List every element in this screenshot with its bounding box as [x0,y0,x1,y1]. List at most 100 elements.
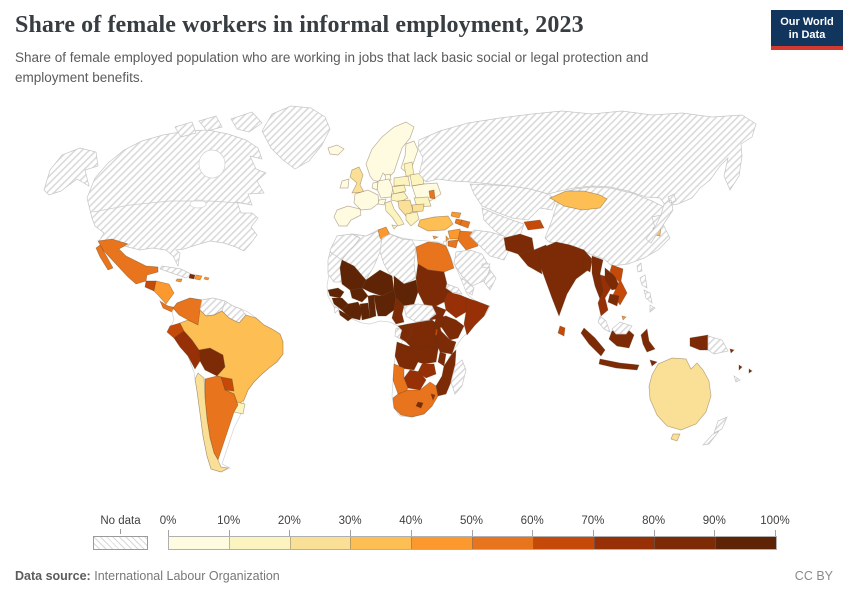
country-angola[interactable] [394,341,421,371]
country-moldova[interactable] [428,189,436,200]
country-greece[interactable] [405,211,420,227]
country-ghana[interactable] [359,302,371,321]
country-senegal[interactable] [327,287,345,299]
country-dominican-republic[interactable] [194,274,203,281]
data-source-value[interactable]: International Labour Organization [94,569,280,583]
country-austria-hungary[interactable] [390,191,409,203]
country-japan[interactable] [645,193,677,244]
license-badge[interactable]: CC BY [794,569,833,583]
country-eritrea[interactable] [445,283,463,295]
country-mexico[interactable] [97,238,159,285]
country-iceland[interactable] [327,144,345,156]
country-chile[interactable] [194,372,230,473]
legend-bin-swatch[interactable] [532,537,594,549]
country-malaysia-borneo[interactable] [611,321,633,335]
country-jamaica[interactable] [175,278,183,283]
country-togo-benin[interactable] [367,294,377,319]
country-indonesia-sulawesi[interactable] [640,328,656,353]
country-lesotho[interactable] [415,401,424,409]
country-tasmania[interactable] [670,433,681,442]
country-arctic-island[interactable] [198,115,223,132]
country-zimbabwe[interactable] [417,363,437,379]
country-cameroon[interactable] [391,297,405,325]
country-georgia[interactable] [450,211,462,219]
country-timor-leste[interactable] [649,359,658,367]
country-cuba[interactable] [159,265,192,279]
country-madagascar[interactable] [450,359,467,395]
country-vanuatu[interactable] [738,364,743,371]
country-brazil[interactable] [179,309,284,406]
legend-bin-swatch[interactable] [169,537,229,549]
country-liberia[interactable] [338,309,353,322]
legend-bin-swatch[interactable] [471,537,533,549]
country-malaysia[interactable] [597,315,611,333]
country-brunei[interactable] [621,315,627,321]
country-honduras-nicaragua[interactable] [153,280,175,305]
country-russia[interactable] [417,110,757,207]
country-sicily[interactable] [391,224,398,230]
country-turkey[interactable] [417,215,454,232]
country-jordan[interactable] [447,239,459,249]
country-kenya[interactable] [441,315,465,341]
country-indonesia-sumatra[interactable] [580,327,606,357]
country-baltics[interactable] [403,161,415,177]
legend-bin-swatch[interactable] [289,537,351,549]
country-bangladesh[interactable] [582,258,593,273]
legend-bin-swatch[interactable] [715,537,776,549]
country-libya[interactable] [379,233,417,285]
country-greenland[interactable] [261,105,331,170]
country-spain-portugal[interactable] [333,205,362,227]
country-mongolia[interactable] [549,190,608,211]
legend-bar[interactable] [168,536,777,550]
country-sierra-leone[interactable] [333,305,340,314]
country-australia[interactable] [648,357,712,431]
country-united-kingdom[interactable] [349,166,365,194]
country-indonesia-java[interactable] [598,358,640,371]
country-italy[interactable] [384,200,405,227]
country-cambodia[interactable] [607,293,620,307]
owid-logo[interactable]: Our World in Data [771,10,843,50]
country-switzerland[interactable] [377,198,387,206]
country-philippines[interactable] [639,274,656,313]
country-burkina-faso[interactable] [349,287,369,303]
country-baffin-island[interactable] [230,111,263,133]
country-india[interactable] [537,241,593,317]
country-paraguay[interactable] [220,376,235,392]
country-poland[interactable] [393,175,411,187]
country-kazakhstan[interactable] [469,183,557,221]
country-indonesia-papua[interactable] [689,334,709,351]
country-lebanon[interactable] [445,235,450,242]
country-central-african-republic[interactable] [403,303,437,323]
country-kyrgyzstan-tajikistan[interactable] [523,219,545,231]
country-denmark[interactable] [384,173,392,182]
country-ethiopia[interactable] [443,291,473,319]
country-new-zealand[interactable] [702,416,728,446]
country-new-caledonia[interactable] [733,375,741,383]
country-iran[interactable] [469,229,511,261]
legend-bin-swatch[interactable] [350,537,412,549]
country-alaska[interactable] [43,147,99,196]
country-norway-sweden[interactable] [365,121,415,183]
country-fiji[interactable] [748,368,753,374]
legend-bin-swatch[interactable] [411,537,472,549]
legend-bin-swatch[interactable] [228,537,290,549]
country-puerto-rico[interactable] [203,276,210,281]
country-oman[interactable] [483,269,497,291]
country-victoria-island[interactable] [174,121,197,138]
country-somalia[interactable] [463,297,490,336]
country-mexico-baja[interactable] [95,244,114,271]
country-azerbaijan[interactable] [459,219,471,229]
legend-no-data-swatch[interactable] [93,536,148,550]
country-zambia[interactable] [417,345,439,365]
country-ivory-coast[interactable] [341,301,363,321]
legend-no-data[interactable]: No data [93,515,148,550]
country-taiwan[interactable] [636,262,643,273]
country-mozambique[interactable] [435,349,457,397]
country-cyprus[interactable] [432,235,440,240]
country-benelux[interactable] [371,181,379,191]
country-czech-slovakia[interactable] [391,184,407,195]
country-sri-lanka[interactable] [557,325,566,337]
country-france[interactable] [353,189,380,211]
country-solomon-islands[interactable] [729,348,735,354]
country-bulgaria[interactable] [411,203,425,213]
